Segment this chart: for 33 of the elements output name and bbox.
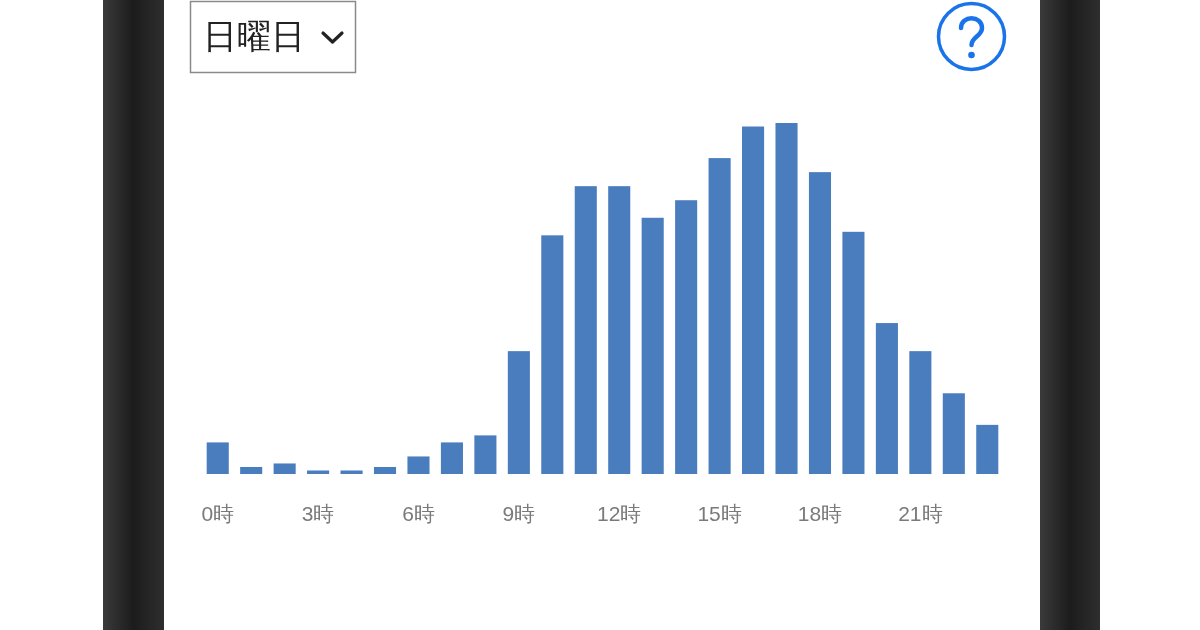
- bar: [273, 463, 296, 474]
- x-tick-label: 18時: [797, 502, 843, 525]
- bar: [307, 470, 330, 474]
- bar: [240, 466, 263, 474]
- bar: [909, 351, 932, 474]
- x-tick-label: 6時: [402, 502, 435, 525]
- bar: [440, 442, 463, 474]
- x-tick-label: 21時: [898, 502, 943, 525]
- bar: [407, 456, 430, 474]
- bar: [976, 424, 999, 474]
- bar: [742, 126, 765, 474]
- bar: [507, 351, 530, 474]
- bar: [206, 442, 229, 474]
- bar: [574, 186, 597, 474]
- bar: [942, 393, 965, 474]
- x-tick-label: 15時: [697, 502, 742, 525]
- chart-title: 日曜日: [203, 17, 305, 55]
- bar: [775, 123, 798, 474]
- bar: [875, 323, 898, 474]
- bar: [608, 186, 631, 474]
- bar: [842, 231, 865, 474]
- bar: [474, 435, 497, 474]
- bar: [808, 172, 832, 474]
- bar: [708, 158, 731, 474]
- bar: [675, 200, 698, 474]
- bar: [373, 466, 397, 474]
- x-tick-label: 9時: [502, 502, 536, 525]
- bar: [340, 470, 363, 474]
- bar: [541, 235, 564, 474]
- bar: [641, 217, 664, 474]
- x-tick-label: 0時: [201, 502, 235, 525]
- x-tick-label: 3時: [301, 502, 335, 525]
- x-tick-label: 12時: [597, 502, 642, 525]
